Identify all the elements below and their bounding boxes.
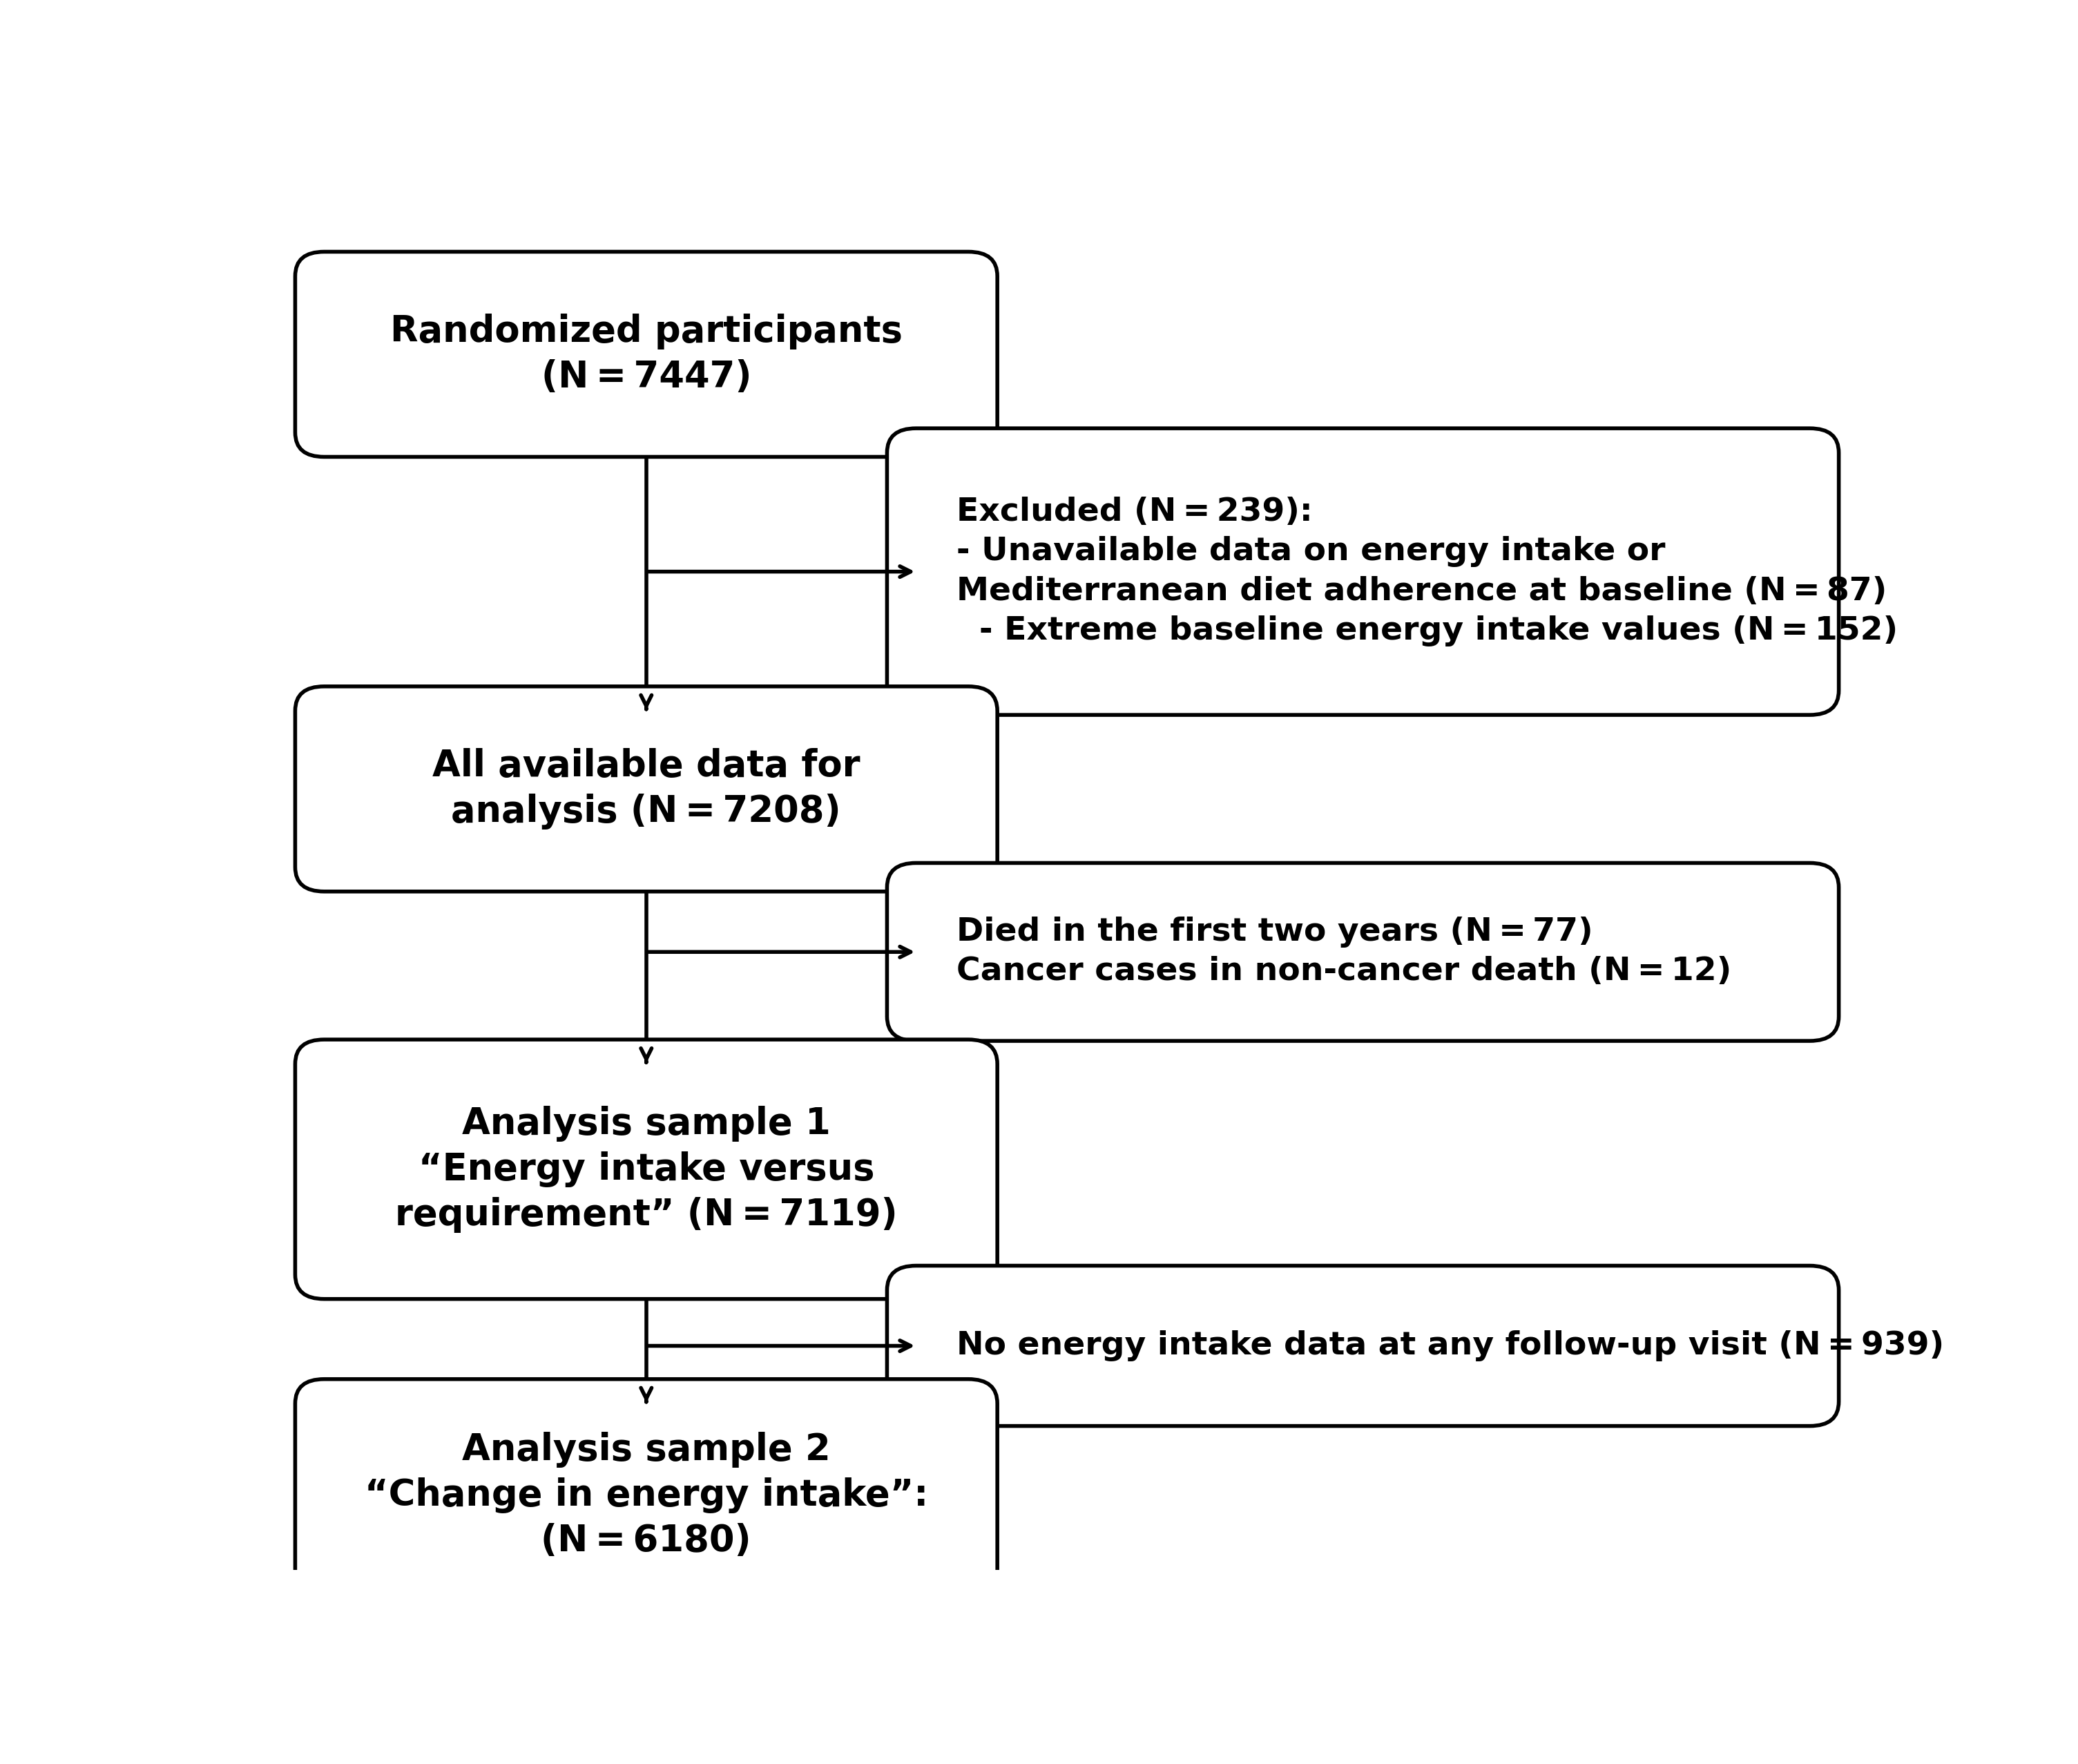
Text: Analysis sample 1
“Energy intake versus
requirement” (⁣N⁣ = 7119): Analysis sample 1 “Energy intake versus … bbox=[395, 1106, 898, 1233]
FancyBboxPatch shape bbox=[295, 686, 997, 891]
FancyBboxPatch shape bbox=[887, 863, 1839, 1041]
Text: Analysis sample 2
“Change in energy intake”:
(⁣N⁣ = 6180): Analysis sample 2 “Change in energy inta… bbox=[364, 1431, 929, 1559]
FancyBboxPatch shape bbox=[887, 1267, 1839, 1425]
FancyBboxPatch shape bbox=[295, 1379, 997, 1611]
Text: All available data for
analysis (⁣N⁣ = 7208): All available data for analysis (⁣N⁣ = 7… bbox=[432, 748, 860, 829]
Text: No energy intake data at any follow-up visit (⁣N⁣ = 939): No energy intake data at any follow-up v… bbox=[956, 1330, 1943, 1362]
Text: Randomized participants
(⁣N⁣ = 7447): Randomized participants (⁣N⁣ = 7447) bbox=[391, 314, 902, 395]
Text: Died in the first two years (⁣N⁣ = 77)
Cancer cases in non-cancer death (⁣N⁣ = 1: Died in the first two years (⁣N⁣ = 77) C… bbox=[956, 917, 1731, 988]
Text: Excluded (⁣N⁣ = 239):
- Unavailable data on energy intake or
Mediterranean diet : Excluded (⁣N⁣ = 239): - Unavailable data… bbox=[956, 497, 1897, 646]
FancyBboxPatch shape bbox=[295, 1039, 997, 1298]
FancyBboxPatch shape bbox=[295, 252, 997, 457]
FancyBboxPatch shape bbox=[887, 429, 1839, 714]
